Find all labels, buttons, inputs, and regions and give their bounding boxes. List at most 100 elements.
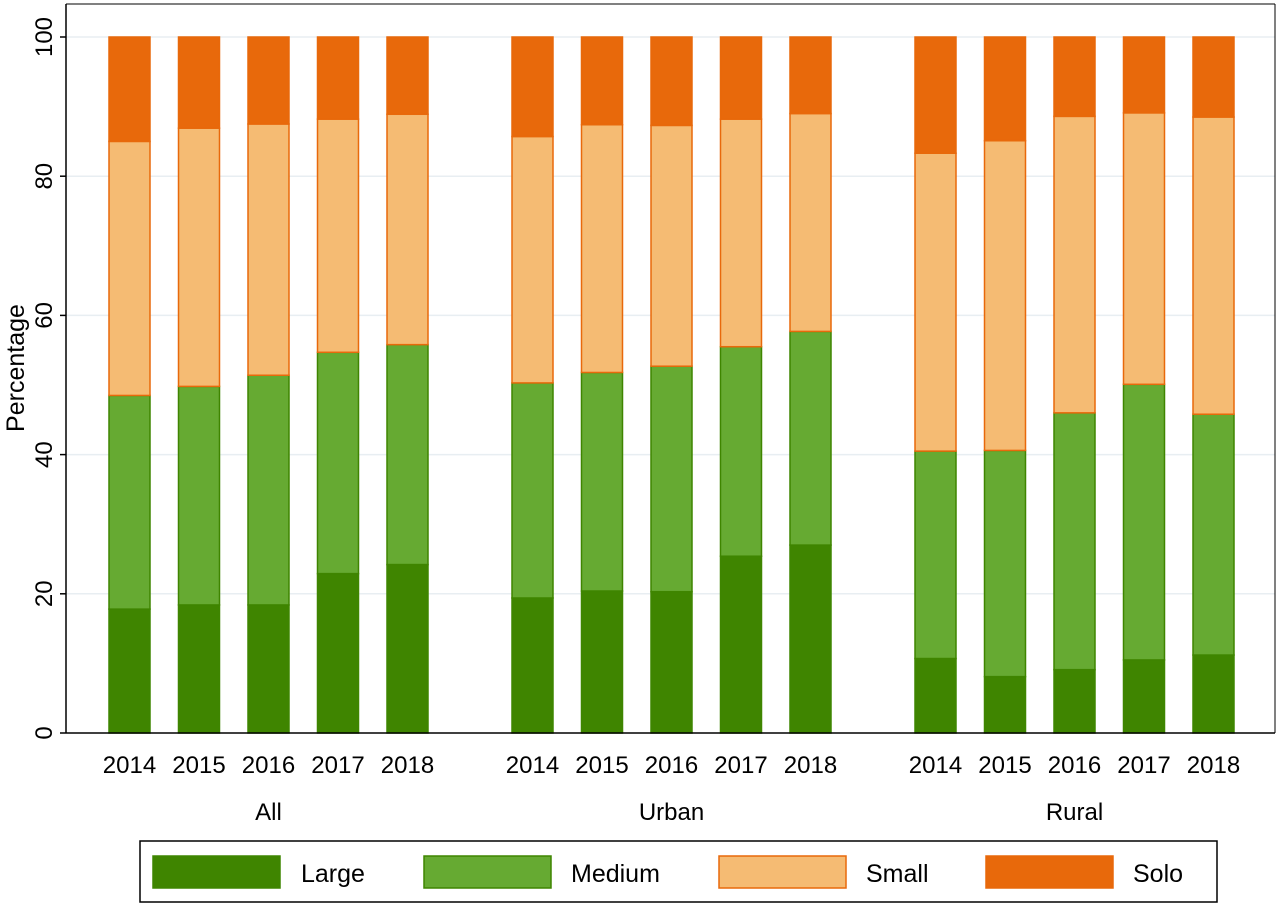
bar-urban-2018-medium bbox=[789, 330, 832, 546]
bar-all-2018-large bbox=[386, 563, 429, 734]
legend-label-medium: Medium bbox=[571, 860, 660, 888]
x-tick-label: 2018 bbox=[784, 752, 837, 779]
bar-urban-2016-medium bbox=[650, 365, 693, 593]
bar-urban-2017-small bbox=[719, 118, 763, 348]
legend-swatch-solo bbox=[985, 855, 1114, 889]
x-tick-label: 2018 bbox=[1187, 752, 1240, 779]
bar-all-2017-medium bbox=[316, 351, 360, 575]
bar-urban-2017-solo bbox=[719, 36, 763, 120]
y-axis-title: Percentage bbox=[2, 304, 30, 432]
bar-urban-2016-solo bbox=[650, 36, 693, 127]
bar-rural-2016-medium bbox=[1053, 412, 1096, 671]
bar-all-2016-large bbox=[247, 604, 290, 734]
bar-rural-2016-small bbox=[1053, 115, 1096, 414]
legend-swatch-medium bbox=[423, 855, 552, 889]
y-tick-label: 100 bbox=[31, 17, 58, 57]
bar-urban-2014-medium bbox=[511, 382, 554, 599]
x-tick-label: 2016 bbox=[242, 752, 295, 779]
legend-label-small: Small bbox=[866, 860, 929, 888]
bar-urban-2016-small bbox=[650, 124, 693, 367]
bar-urban-2014-solo bbox=[511, 36, 554, 138]
bar-urban-2015-small bbox=[580, 123, 624, 374]
legend-swatch-large bbox=[152, 855, 281, 889]
bar-all-2017-small bbox=[316, 118, 360, 354]
x-tick-label: 2014 bbox=[909, 752, 962, 779]
bar-rural-2015-medium bbox=[983, 449, 1027, 678]
y-tick-label: 40 bbox=[31, 441, 58, 468]
bar-rural-2018-medium bbox=[1192, 413, 1235, 656]
x-tick-label: 2015 bbox=[575, 752, 628, 779]
y-tick-label: 0 bbox=[31, 726, 58, 739]
bar-urban-2015-large bbox=[580, 590, 624, 734]
bar-rural-2017-medium bbox=[1122, 383, 1166, 661]
bar-urban-2016-large bbox=[650, 590, 693, 734]
x-tick-label: 2017 bbox=[311, 752, 364, 779]
bar-rural-2016-large bbox=[1053, 668, 1096, 734]
bar-urban-2018-solo bbox=[789, 36, 832, 115]
group-label: Rural bbox=[1046, 799, 1103, 826]
bar-rural-2014-small bbox=[914, 152, 957, 452]
x-tick-label: 2015 bbox=[978, 752, 1031, 779]
x-tick-label: 2017 bbox=[1117, 752, 1170, 779]
bar-all-2016-solo bbox=[247, 36, 290, 125]
bar-rural-2017-solo bbox=[1122, 36, 1166, 114]
bar-all-2017-large bbox=[316, 572, 360, 734]
bar-rural-2018-solo bbox=[1192, 36, 1235, 118]
bar-rural-2017-large bbox=[1122, 659, 1166, 734]
bars-layer bbox=[108, 36, 1235, 734]
legend: Large Medium Small Solo bbox=[139, 840, 1218, 903]
bar-rural-2018-small bbox=[1192, 116, 1235, 415]
bar-urban-2018-large bbox=[789, 544, 832, 734]
bar-all-2014-large bbox=[108, 608, 151, 734]
bar-rural-2014-solo bbox=[914, 36, 957, 154]
y-tick-label: 20 bbox=[31, 580, 58, 607]
x-tick-label: 2014 bbox=[103, 752, 156, 779]
bar-urban-2017-medium bbox=[719, 345, 763, 557]
bar-rural-2018-large bbox=[1192, 654, 1235, 734]
bar-all-2017-solo bbox=[316, 36, 360, 120]
bar-all-2016-small bbox=[247, 123, 290, 377]
legend-label-solo: Solo bbox=[1133, 860, 1183, 888]
bar-all-2015-small bbox=[177, 127, 221, 388]
bar-all-2014-small bbox=[108, 140, 151, 397]
y-ticks: 0 20 40 60 80 100 bbox=[31, 17, 66, 740]
bar-all-2015-medium bbox=[177, 385, 221, 606]
x-tick-label: 2016 bbox=[1048, 752, 1101, 779]
x-tick-label: 2016 bbox=[645, 752, 698, 779]
bar-rural-2014-large bbox=[914, 657, 957, 734]
bar-rural-2017-small bbox=[1122, 112, 1166, 386]
bar-rural-2014-medium bbox=[914, 450, 957, 660]
bar-all-2018-medium bbox=[386, 343, 429, 566]
legend-label-large: Large bbox=[301, 860, 365, 888]
bar-all-2014-solo bbox=[108, 36, 151, 143]
x-labels: 2014 2015 2016 2017 2018 All 2014 2015 2016 2017 2… bbox=[103, 752, 1240, 826]
y-tick-label: 80 bbox=[31, 163, 58, 190]
x-tick-label: 2014 bbox=[506, 752, 559, 779]
bar-rural-2015-small bbox=[983, 139, 1027, 452]
bar-urban-2015-medium bbox=[580, 371, 624, 592]
bar-urban-2017-large bbox=[719, 555, 763, 734]
bar-rural-2015-solo bbox=[983, 36, 1027, 142]
axes-layer bbox=[65, 3, 1276, 734]
bar-all-2015-large bbox=[177, 604, 221, 734]
x-tick-label: 2018 bbox=[381, 752, 434, 779]
bar-all-2018-solo bbox=[386, 36, 429, 116]
bar-rural-2015-large bbox=[983, 675, 1027, 734]
bar-urban-2014-large bbox=[511, 597, 554, 734]
bar-urban-2018-small bbox=[789, 112, 832, 333]
bar-rural-2016-solo bbox=[1053, 36, 1096, 118]
x-tick-label: 2015 bbox=[172, 752, 225, 779]
group-label: Urban bbox=[639, 799, 704, 826]
x-tick-label: 2017 bbox=[714, 752, 767, 779]
bar-all-2016-medium bbox=[247, 374, 290, 606]
group-label: All bbox=[255, 799, 282, 826]
bar-urban-2015-solo bbox=[580, 36, 624, 126]
y-tick-label: 60 bbox=[31, 302, 58, 329]
bar-urban-2014-small bbox=[511, 135, 554, 384]
bar-all-2015-solo bbox=[177, 36, 221, 129]
bar-all-2018-small bbox=[386, 113, 429, 346]
bar-all-2014-medium bbox=[108, 394, 151, 610]
legend-swatch-small bbox=[718, 855, 847, 889]
